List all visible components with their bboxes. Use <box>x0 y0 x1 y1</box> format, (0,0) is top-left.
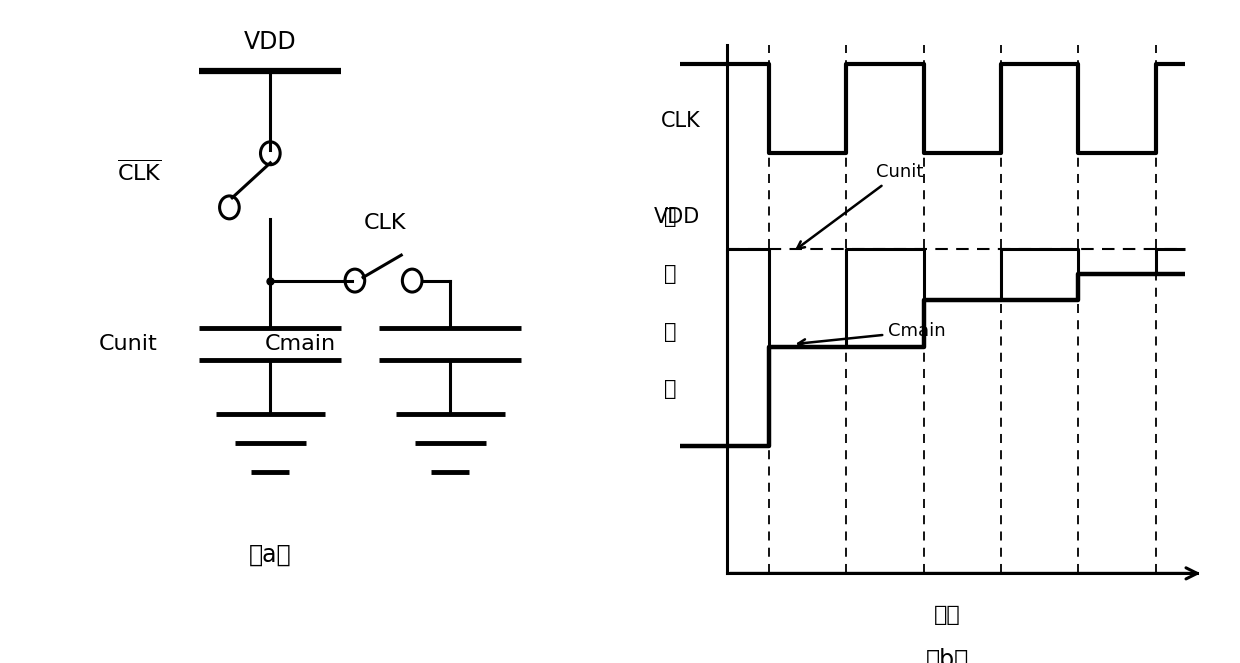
Text: Cunit: Cunit <box>99 334 157 354</box>
Text: CLK: CLK <box>661 111 701 131</box>
Text: VDD: VDD <box>244 30 296 54</box>
Text: CLK: CLK <box>363 213 407 233</box>
Text: 电: 电 <box>665 207 677 227</box>
Text: 容: 容 <box>665 265 677 284</box>
Text: Cmain: Cmain <box>264 334 336 354</box>
Text: VDD: VDD <box>655 207 701 227</box>
Text: Cmain: Cmain <box>799 322 945 347</box>
Text: 电: 电 <box>665 322 677 341</box>
Text: 压: 压 <box>665 379 677 398</box>
Text: （a）: （a） <box>249 542 291 566</box>
Text: $\overline{\rm CLK}$: $\overline{\rm CLK}$ <box>117 160 162 185</box>
Text: Cunit: Cunit <box>797 163 924 249</box>
Text: （b）: （b） <box>926 647 968 663</box>
Text: 时间: 时间 <box>934 605 961 625</box>
